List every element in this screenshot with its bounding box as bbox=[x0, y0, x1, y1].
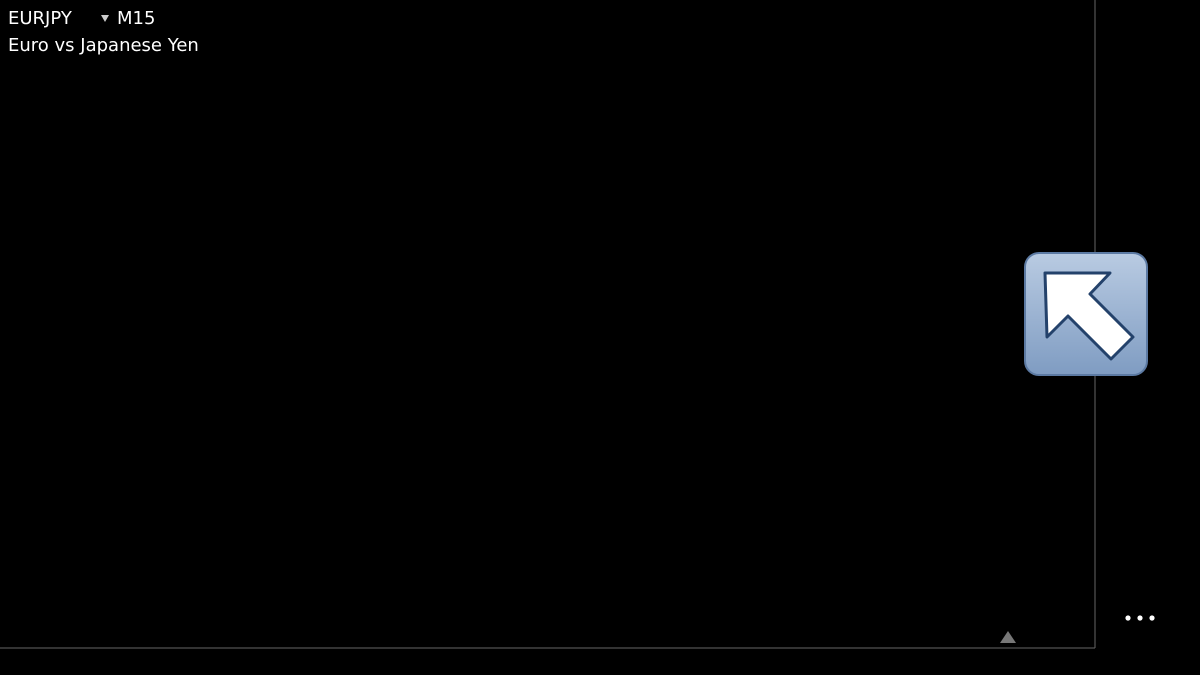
overlay-arrow-button[interactable] bbox=[1024, 252, 1148, 376]
symbol: EURJPY bbox=[8, 8, 73, 29]
symbol-dropdown-icon[interactable] bbox=[101, 15, 109, 22]
scroll-end-marker[interactable] bbox=[1000, 631, 1016, 643]
dot bbox=[1149, 615, 1155, 621]
chart-title: Euro vs Japanese Yen bbox=[8, 35, 199, 56]
dot bbox=[1125, 615, 1131, 621]
timeframe[interactable]: M15 bbox=[117, 8, 155, 29]
arrow-icon bbox=[1043, 271, 1135, 361]
dot bbox=[1137, 615, 1143, 621]
more-button[interactable] bbox=[1125, 615, 1155, 621]
